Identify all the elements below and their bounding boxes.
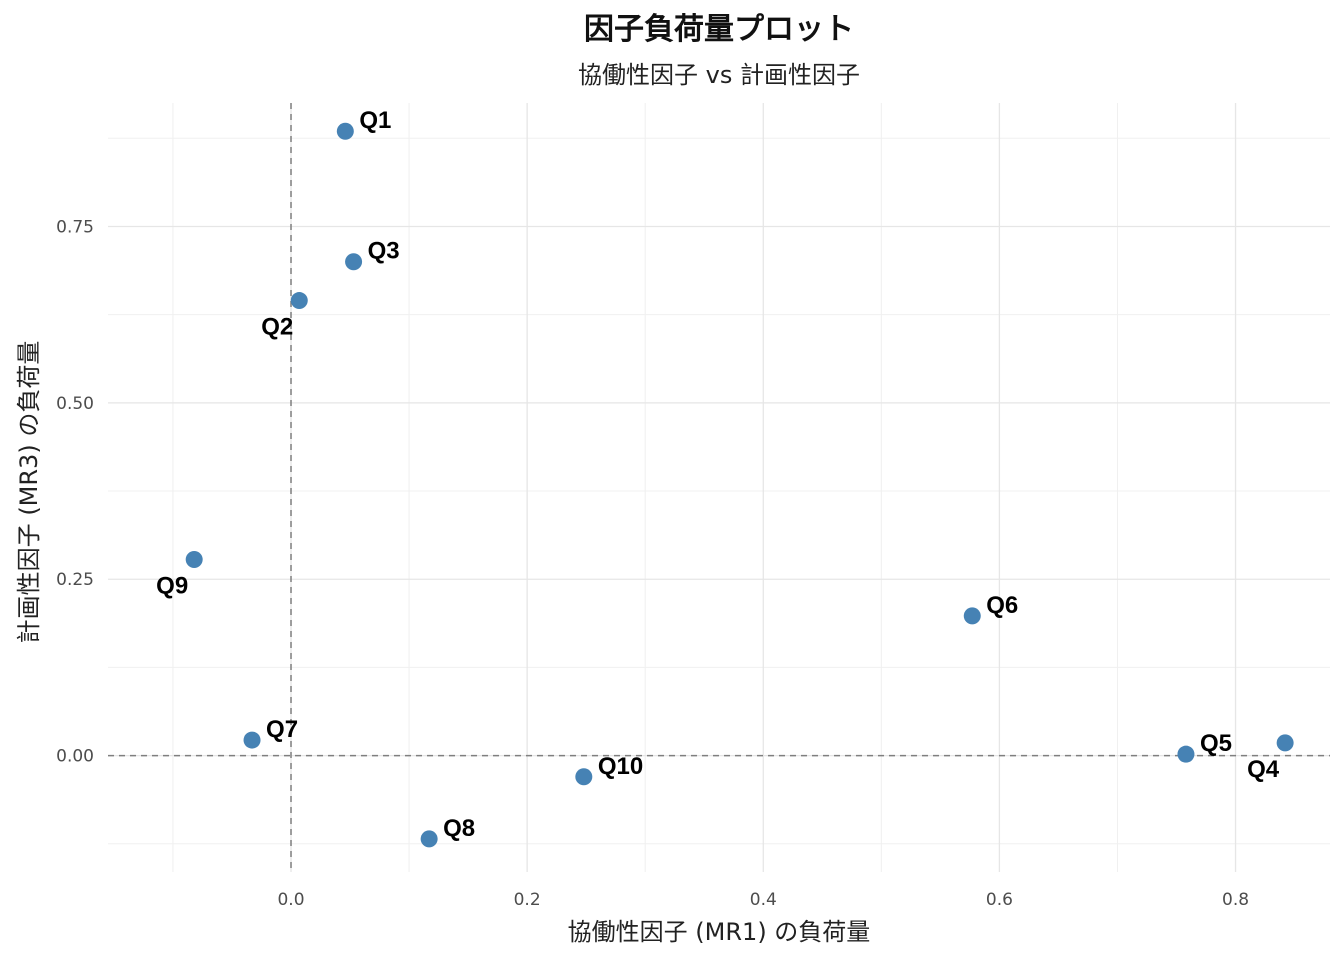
y-tick-label: 0.75	[56, 217, 94, 237]
data-point-q3	[345, 253, 363, 271]
data-point-q1	[336, 122, 354, 140]
y-tick-label: 0.25	[56, 570, 94, 590]
point-label-q9: Q9	[156, 572, 188, 599]
data-point-q10	[575, 768, 593, 786]
point-labels: Q1 Q2 Q3 Q4 Q5 Q6 Q7 Q8 Q9 Q10	[156, 107, 1280, 842]
point-label-q5: Q5	[1200, 730, 1232, 757]
point-label-q6: Q6	[986, 592, 1018, 619]
x-tick-label: 0.0	[277, 890, 304, 910]
data-point-q2	[290, 292, 308, 310]
x-tick-label: 0.4	[750, 890, 777, 910]
data-point-q4	[1276, 734, 1294, 752]
grid	[108, 103, 1330, 872]
point-label-q8: Q8	[443, 815, 475, 842]
point-label-q7: Q7	[266, 716, 298, 743]
point-label-q3: Q3	[368, 238, 400, 265]
point-label-q1: Q1	[359, 107, 391, 134]
y-tick-label: 0.00	[56, 747, 94, 767]
data-points	[185, 122, 1294, 848]
data-point-q6	[963, 607, 981, 625]
data-point-q9	[185, 550, 203, 568]
data-point-q7	[243, 731, 261, 749]
point-label-q10: Q10	[598, 753, 643, 780]
data-point-q5	[1177, 745, 1195, 763]
chart-subtitle: 協働性因子 vs 計画性因子	[578, 61, 860, 89]
y-tick-label: 0.50	[56, 394, 94, 414]
point-label-q2: Q2	[261, 314, 293, 341]
y-axis-label: 計画性因子 (MR3) の負荷量	[15, 341, 43, 644]
x-tick-label: 0.8	[1222, 890, 1249, 910]
reference-lines	[108, 103, 1330, 872]
point-label-q4: Q4	[1247, 756, 1280, 783]
x-axis-label: 協働性因子 (MR1) の負荷量	[568, 918, 871, 946]
data-point-q8	[420, 830, 438, 848]
chart-title: 因子負荷量プロット	[584, 12, 854, 47]
x-tick-label: 0.2	[514, 890, 541, 910]
x-tick-label: 0.6	[986, 890, 1013, 910]
axis-ticks: 0.0 0.2 0.4 0.6 0.8 0.00 0.25 0.50 0.75	[56, 217, 1249, 910]
